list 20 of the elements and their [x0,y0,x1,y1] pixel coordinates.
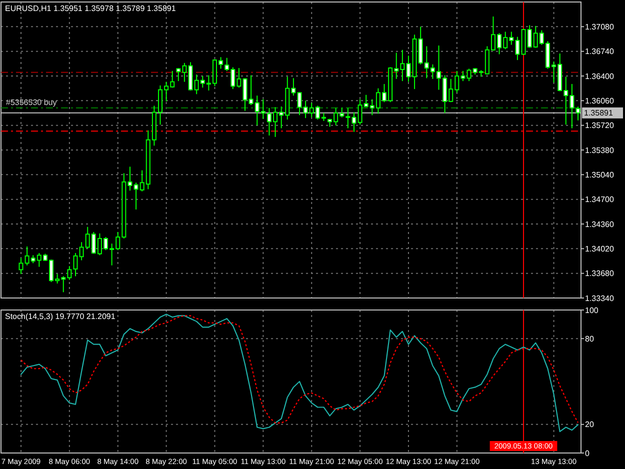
y-tick-label: 1.34360 [585,220,614,229]
y-tick-label: 1.36060 [585,96,614,106]
y-tick-label: 1.33680 [585,269,614,278]
y-tick-label: 0 [585,448,590,458]
y-tick-label: 1.35040 [585,170,614,180]
chart-title: Stoch(14,5,3) 19.7770 21.2091 [5,312,116,321]
y-tick-label: 1.36740 [585,47,614,56]
ref-line-label: 1.35891 [584,108,614,118]
y-tick-label: 1.34020 [585,244,614,254]
y-tick-label: 100 [585,306,599,315]
y-tick-label: 1.33340 [585,294,614,303]
ref-line-label: #5356530 buy [6,98,57,107]
y-tick-label: 1.37080 [585,22,614,32]
y-tick-label: 1.35720 [585,121,614,130]
y-tick-label: 20 [585,420,594,430]
y-tick-label: 1.34700 [585,195,614,204]
y-tick-label: 1.35380 [585,146,614,155]
chart-title: EURUSD,H1 1.35951 1.35978 1.35789 1.35891 [5,4,176,13]
y-tick-label: 1.36400 [585,72,614,81]
y-tick-label: 80 [585,334,594,344]
